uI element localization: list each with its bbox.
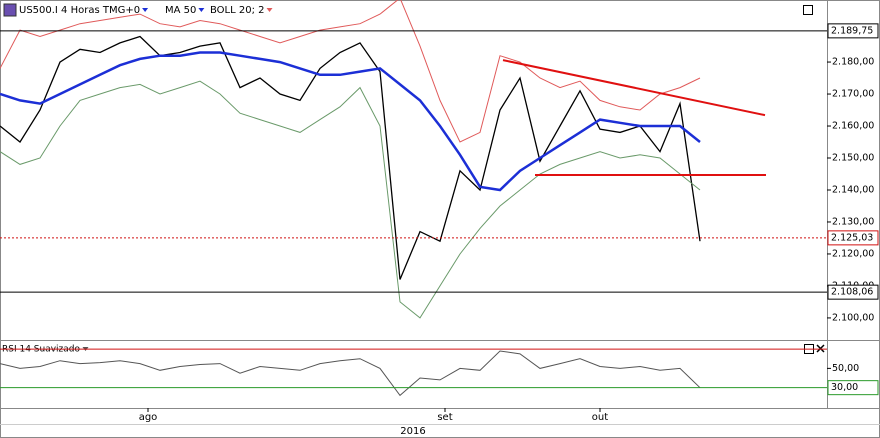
- level-label-box: [827, 284, 879, 300]
- plot-area: [0, 350, 701, 397]
- dropdown-arrow: [198, 8, 205, 12]
- dropdown-arrow: [266, 8, 273, 12]
- dropdown-arrow: [142, 8, 149, 12]
- level-label-box: [827, 380, 879, 396]
- y-tick-label: 2.180,00: [832, 57, 874, 68]
- maximize-button[interactable]: [803, 5, 813, 15]
- y-tick-label: 2.130,00: [832, 216, 874, 227]
- legend-entry[interactable]: MA 50: [165, 5, 196, 16]
- y-tick-label: 2.140,00: [832, 184, 874, 195]
- y-tick-label: 2.120,00: [832, 248, 874, 259]
- legend-entry[interactable]: BOLL 20; 2: [210, 5, 265, 16]
- y-tick-label: 2.170,00: [832, 89, 874, 100]
- x-tick-label: ago: [139, 412, 158, 423]
- series-line: [0, 80, 701, 319]
- trend-line: [502, 59, 766, 117]
- x-axis-label: 2016: [400, 426, 425, 437]
- level-label: 2.125,03: [831, 232, 873, 243]
- level-label: 2.108,06: [831, 287, 873, 298]
- x-tick-label: set: [437, 412, 452, 423]
- y-tick-label: 2.100,00: [832, 312, 874, 323]
- level-label: 30,00: [831, 382, 858, 393]
- x-tick-label: out: [592, 412, 608, 423]
- series-line: [0, 51, 701, 192]
- symbol-icon: [3, 3, 17, 17]
- y-tick-label: 2.150,00: [832, 153, 874, 164]
- level-label-box: [827, 23, 879, 39]
- series-line: [0, 35, 701, 280]
- close-button[interactable]: [816, 344, 825, 353]
- level-label-box: [827, 230, 879, 246]
- plot-area: [0, 0, 766, 319]
- chart-title: US500.I 4 Horas TMG+0: [19, 5, 140, 16]
- series-line: [0, 350, 701, 397]
- level-label: 2.189,75: [831, 25, 873, 36]
- series-line: [0, 0, 701, 143]
- y-tick-label: 2.160,00: [832, 121, 874, 132]
- y-tick-label: 50,00: [832, 363, 859, 374]
